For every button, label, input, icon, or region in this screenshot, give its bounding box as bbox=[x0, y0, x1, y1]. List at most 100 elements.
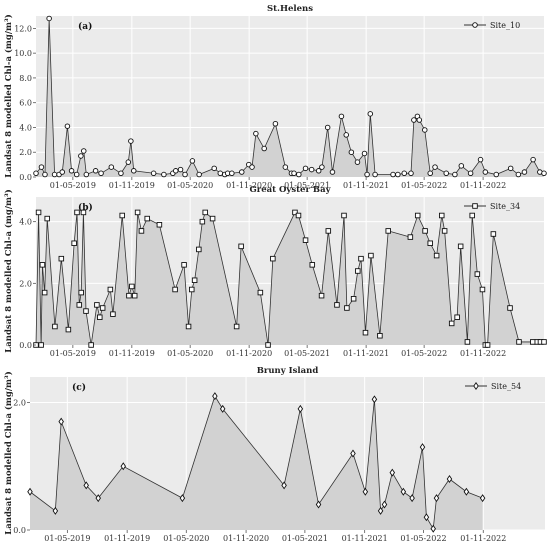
data-point bbox=[233, 323, 240, 330]
data-point bbox=[95, 494, 101, 503]
data-point bbox=[381, 500, 388, 509]
data-point bbox=[411, 117, 417, 123]
data-point bbox=[92, 168, 99, 174]
data-point bbox=[452, 171, 458, 178]
data-point bbox=[229, 170, 235, 177]
data-point bbox=[389, 468, 396, 477]
data-point bbox=[71, 240, 77, 246]
data-point bbox=[78, 153, 84, 159]
data-point bbox=[52, 506, 59, 515]
y-tick-label: 8.0 bbox=[19, 74, 32, 83]
data-point bbox=[439, 212, 445, 219]
data-point bbox=[83, 481, 89, 490]
legend: Site_54 bbox=[465, 382, 521, 391]
data-point bbox=[81, 148, 87, 154]
data-point bbox=[35, 209, 42, 216]
data-point bbox=[44, 215, 50, 222]
panel-2: Great Oyster Bay 01-05-2019 01-11-2019 01-0… bbox=[3, 185, 547, 358]
plot-background bbox=[36, 16, 544, 177]
data-point bbox=[507, 165, 514, 172]
data-point bbox=[281, 481, 287, 490]
panel-title: St.Helens bbox=[267, 4, 313, 14]
data-point bbox=[407, 234, 414, 240]
data-point bbox=[350, 449, 356, 458]
data-point bbox=[343, 132, 349, 138]
data-point bbox=[97, 314, 103, 321]
y-tick-label: 12.0 bbox=[14, 24, 32, 33]
data-point bbox=[385, 228, 391, 234]
y-tick-label: 0.0 bbox=[13, 526, 26, 535]
data-point bbox=[458, 163, 465, 169]
data-point bbox=[58, 255, 65, 262]
data-point bbox=[324, 124, 331, 131]
data-point bbox=[334, 302, 340, 308]
data-point bbox=[253, 130, 259, 137]
x-tick-label: 01-11-2021 bbox=[343, 349, 389, 358]
y-tick-label: 10.0 bbox=[14, 49, 32, 58]
data-point bbox=[219, 404, 226, 413]
data-point bbox=[315, 168, 322, 174]
data-point bbox=[416, 117, 423, 123]
data-point bbox=[182, 171, 188, 178]
data-point bbox=[490, 231, 497, 237]
legend-label: Site_34 bbox=[490, 202, 520, 211]
data-point bbox=[530, 156, 536, 163]
data-point bbox=[409, 494, 415, 503]
data-point bbox=[199, 218, 206, 225]
data-point bbox=[177, 166, 184, 173]
data-point bbox=[119, 212, 125, 219]
data-point bbox=[131, 292, 138, 299]
data-point bbox=[83, 171, 90, 178]
data-point bbox=[423, 513, 430, 522]
x-tick-label: 01-11-2022 bbox=[460, 534, 506, 543]
data-point bbox=[39, 262, 46, 268]
data-point bbox=[414, 212, 421, 219]
data-point bbox=[196, 171, 202, 178]
data-point bbox=[196, 246, 202, 253]
data-point bbox=[118, 170, 124, 177]
data-point bbox=[367, 111, 374, 117]
data-point bbox=[463, 487, 470, 496]
series-area bbox=[36, 212, 544, 345]
data-point bbox=[408, 170, 414, 177]
data-point bbox=[181, 262, 187, 268]
data-point bbox=[515, 171, 522, 178]
data-point bbox=[78, 289, 84, 296]
data-point bbox=[156, 221, 163, 228]
data-point bbox=[296, 171, 302, 178]
x-tick-label: 01-05-2020 bbox=[167, 181, 213, 190]
data-point bbox=[76, 302, 83, 308]
data-point bbox=[390, 171, 396, 178]
y-axis-label: Landsat 8 modelled Chl-a (mg/m³) bbox=[3, 371, 14, 534]
x-tick-label: 01-05-2020 bbox=[163, 534, 209, 543]
y-axis-label: Landsat 8 modelled Chl-a (mg/m³) bbox=[3, 14, 14, 177]
x-tick-label: 01-05-2020 bbox=[167, 349, 213, 358]
data-point bbox=[422, 228, 428, 234]
x-tick-label: 01-11-2020 bbox=[226, 181, 272, 190]
data-point bbox=[441, 228, 448, 234]
panel-title: Great Oyster Bay bbox=[249, 185, 331, 195]
legend: Site_34 bbox=[464, 202, 520, 211]
data-point bbox=[493, 171, 499, 178]
data-point bbox=[202, 209, 208, 216]
data-point bbox=[282, 164, 289, 170]
data-point bbox=[302, 165, 309, 172]
data-point bbox=[395, 171, 401, 178]
data-point bbox=[350, 296, 357, 302]
data-point bbox=[479, 494, 486, 503]
panel-label: (b) bbox=[78, 202, 93, 213]
data-point bbox=[292, 209, 298, 216]
series-area bbox=[30, 396, 483, 530]
data-point bbox=[110, 311, 116, 317]
data-point bbox=[126, 292, 132, 299]
legend-label: Site_10 bbox=[490, 21, 520, 30]
data-point bbox=[59, 169, 66, 175]
data-point bbox=[507, 305, 513, 311]
data-point bbox=[338, 113, 345, 120]
data-point bbox=[107, 286, 114, 293]
data-point bbox=[265, 342, 271, 348]
y-axis-label: Landsat 8 modelled Chl-a (mg/m³) bbox=[3, 189, 14, 352]
legend-marker bbox=[472, 203, 478, 209]
data-point bbox=[88, 342, 94, 348]
data-point bbox=[448, 320, 455, 327]
